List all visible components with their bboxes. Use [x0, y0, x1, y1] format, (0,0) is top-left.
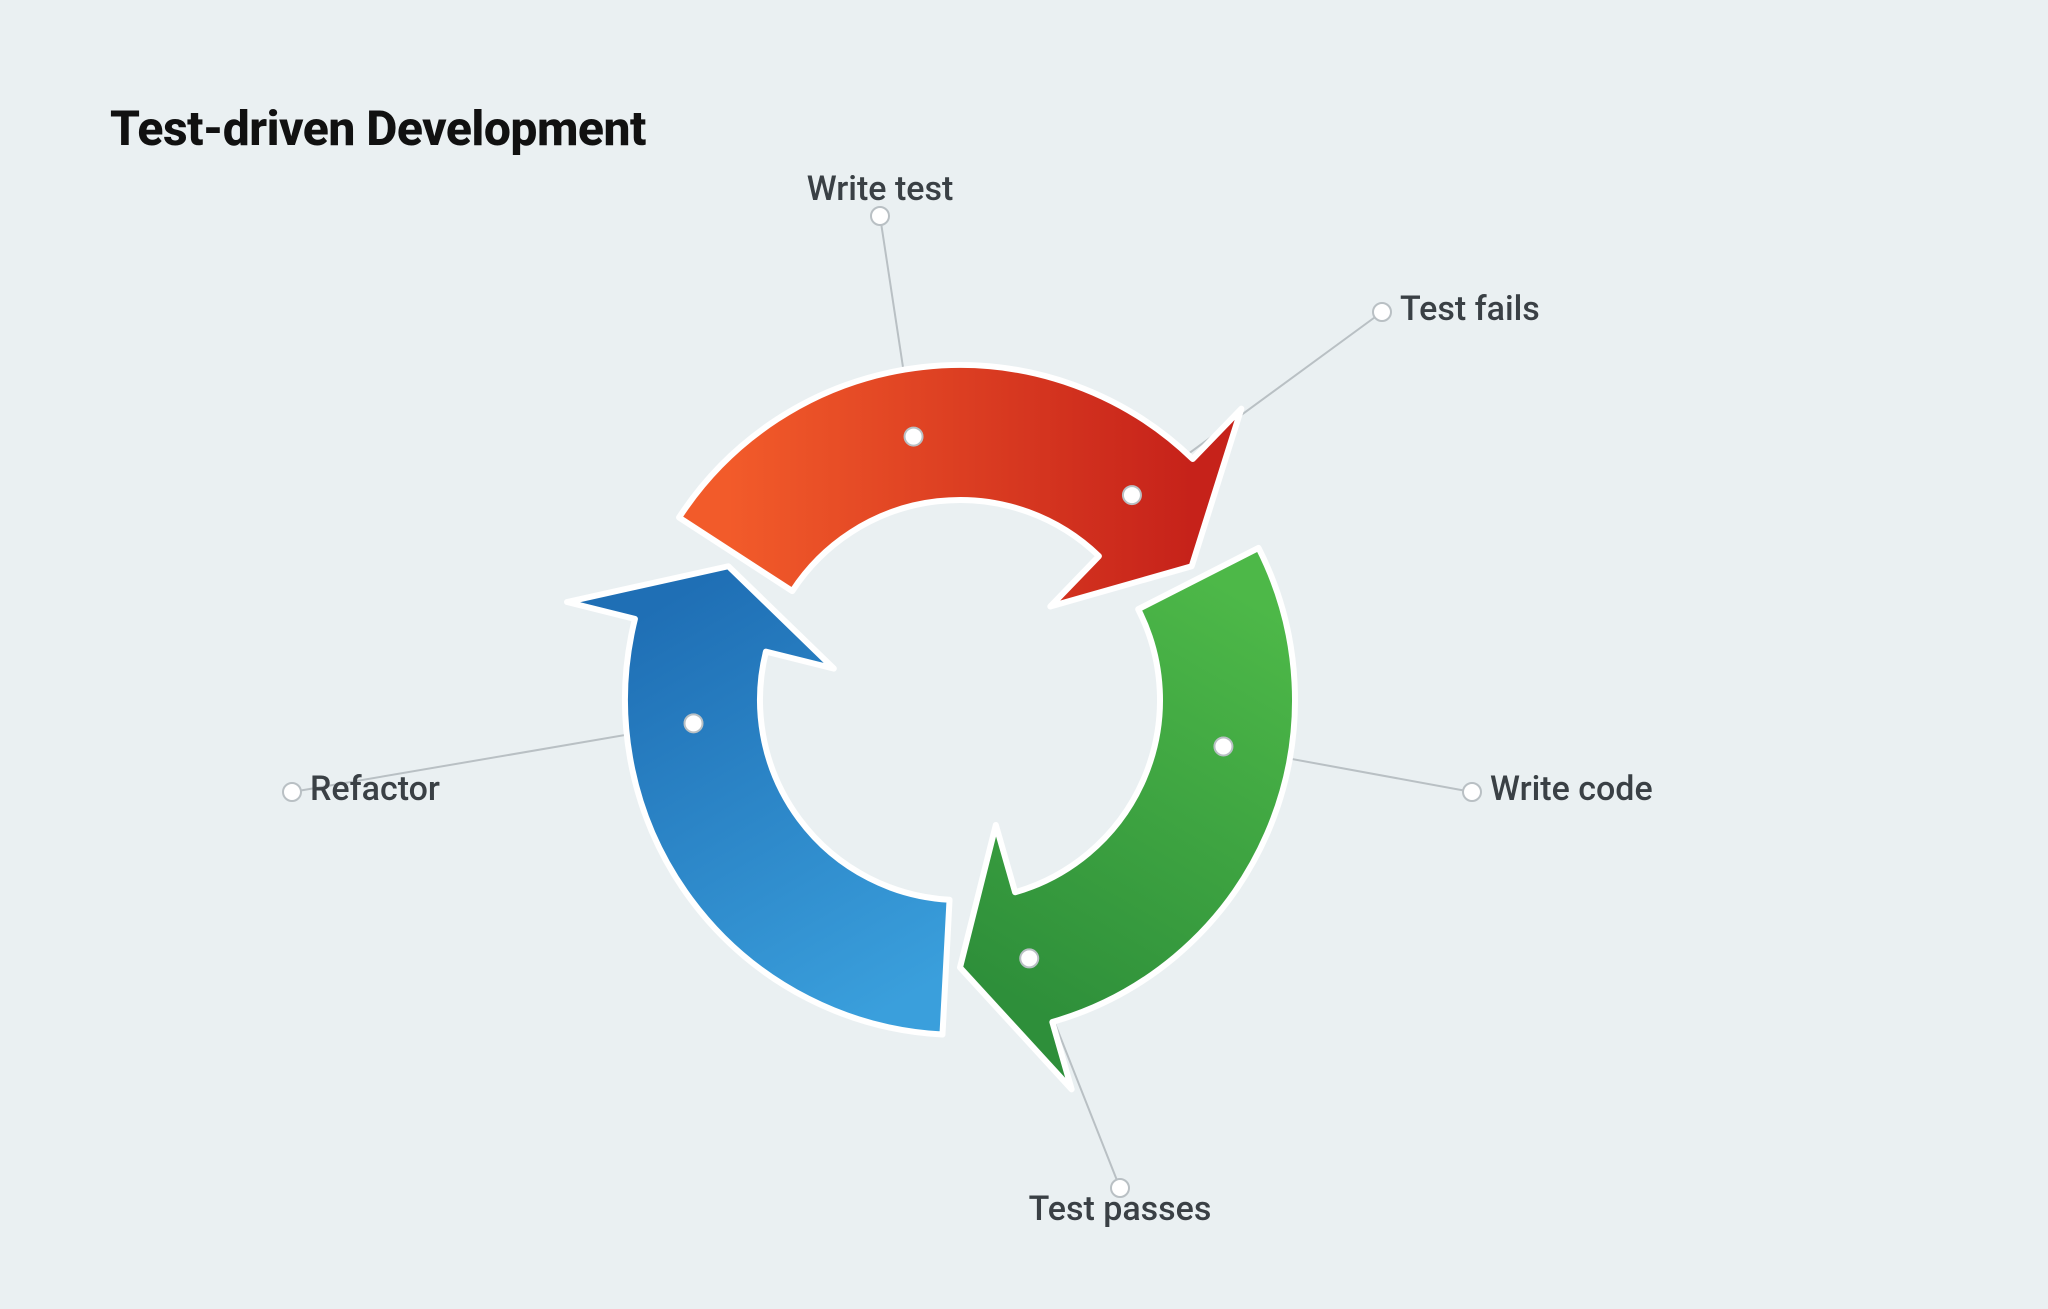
cycle-ring [567, 365, 1295, 1089]
label-write-code: Write code [1490, 769, 1653, 809]
label-dot-refactor [283, 783, 301, 801]
tdd-cycle-diagram: Write test Test fails Write code Test passe… [0, 0, 2048, 1309]
anchor-dot-refactor [685, 714, 703, 732]
anchor-dot-test-passes [1020, 949, 1038, 967]
anchor-dots [283, 207, 1481, 1197]
arrow-red [679, 365, 1241, 606]
anchor-dot-write-code [1214, 737, 1232, 755]
label-dot-test-fails [1373, 303, 1391, 321]
label-dot-write-code [1463, 783, 1481, 801]
anchor-dot-test-fails [1123, 486, 1141, 504]
label-test-passes: Test passes [1029, 1189, 1212, 1229]
anchor-dot-write-test [905, 428, 923, 446]
label-refactor: Refactor [310, 769, 440, 809]
page: Test-driven Development Write testTest f… [0, 0, 2048, 1309]
label-test-fails: Test fails [1400, 289, 1540, 329]
label-write-test: Write test [807, 169, 954, 209]
arrow-green [960, 548, 1295, 1089]
labels-group: Write test Test fails Write code Test passe… [310, 169, 1653, 1229]
label-dot-write-test [871, 207, 889, 225]
arrow-blue [567, 566, 950, 1034]
